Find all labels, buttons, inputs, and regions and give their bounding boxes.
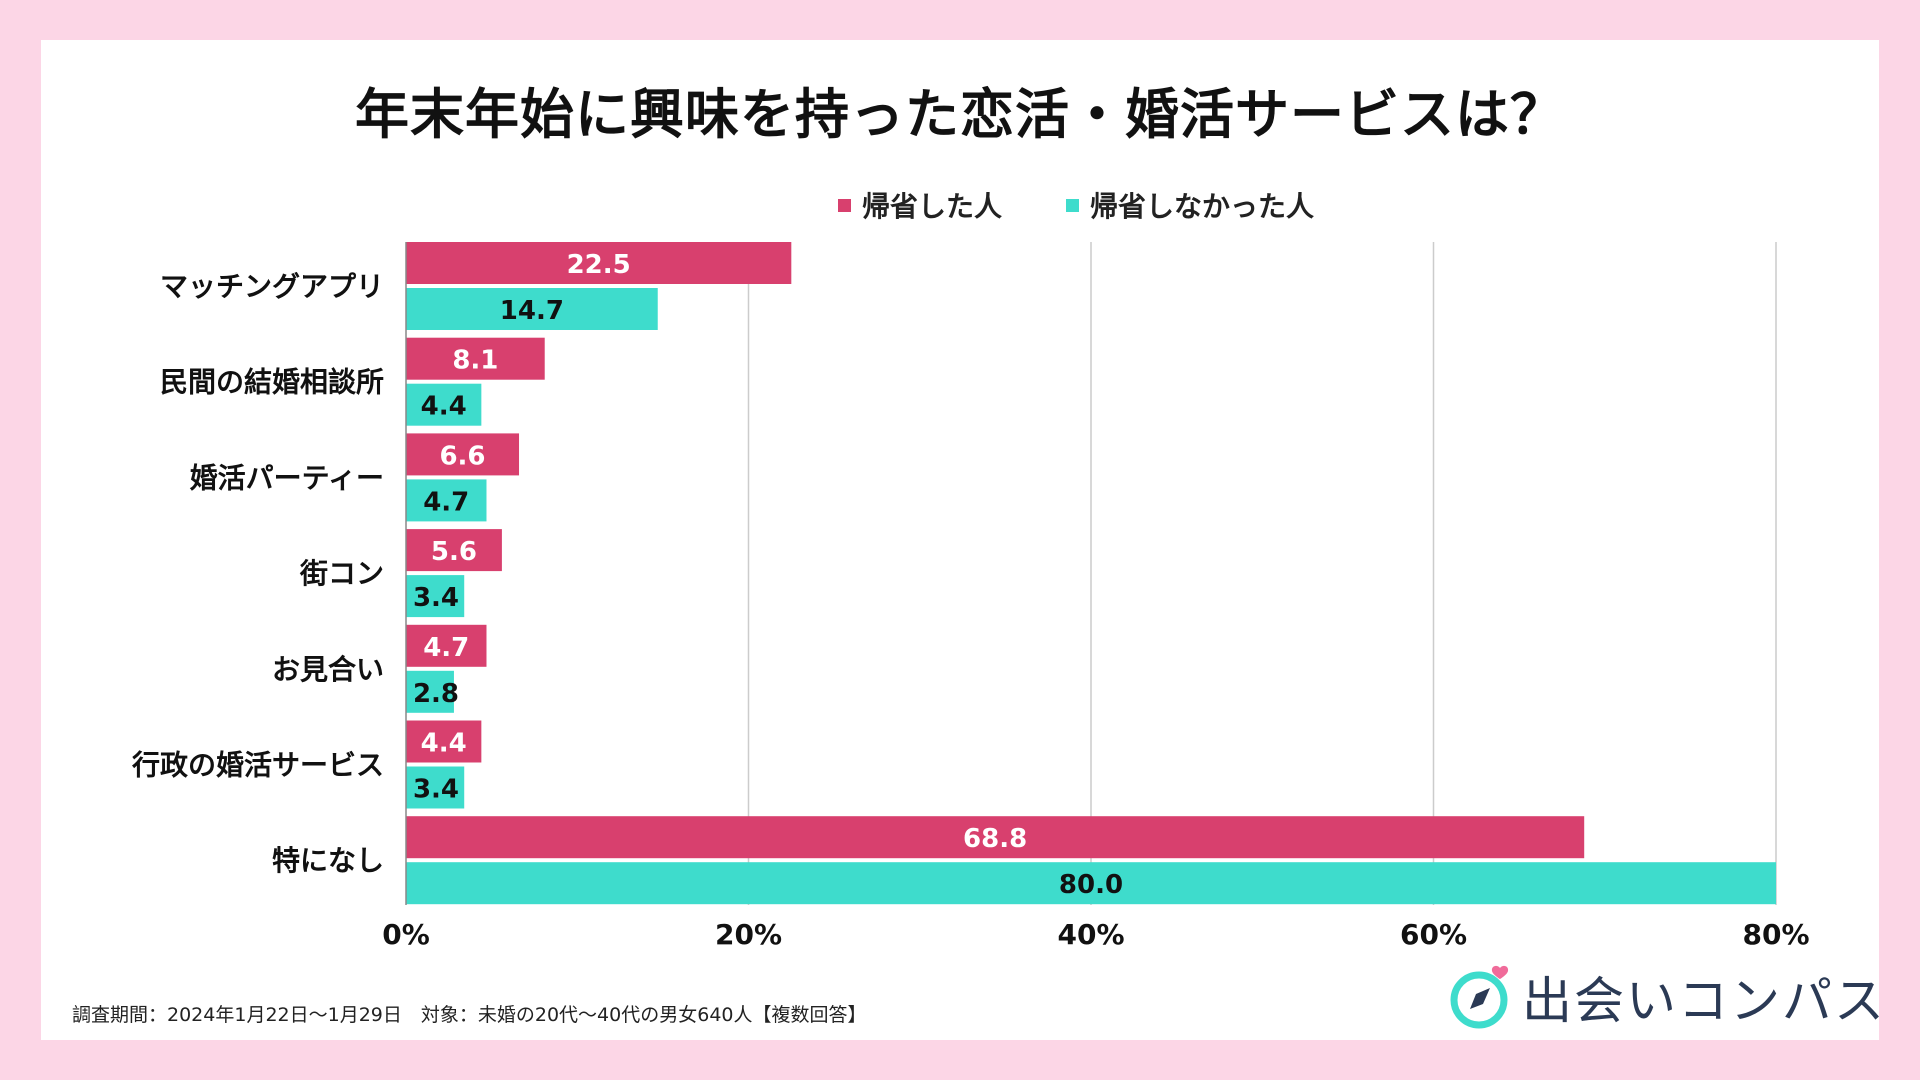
bar-series-2 (406, 479, 487, 522)
bar-series-2 (406, 766, 465, 809)
data-label-series-1: 68.8 (963, 824, 1027, 854)
chart-title: 年末年始に興味を持った恋活・婚活サービスは？ (355, 83, 1565, 146)
data-label-series-2: 4.4 (421, 392, 467, 422)
category-label: 民間の結婚相談所 (160, 366, 384, 399)
x-tick-label: 80% (1742, 918, 1809, 951)
bar-series-1 (406, 337, 545, 380)
bar-series-2 (406, 862, 1776, 905)
x-tick-label: 20% (715, 918, 782, 951)
data-label-series-1: 4.4 (421, 729, 467, 759)
bar-series-1 (406, 624, 487, 667)
data-label-series-2: 3.4 (413, 583, 459, 613)
x-tick-label: 40% (1057, 918, 1124, 951)
survey-footnote: 調査期間：2024年1月22日〜1月29日 対象：未婚の20代〜40代の男女64… (72, 1004, 867, 1026)
bar-series-1 (406, 529, 502, 572)
legend-label-series-2: 帰省しなかった人 (1090, 190, 1314, 223)
brand-logo: 出会いコンパス (1446, 962, 1886, 1032)
bar-series-1 (406, 816, 1585, 859)
category-label: 街コン (299, 557, 384, 590)
compass-heart-icon (1450, 965, 1509, 1029)
bar-series-1 (406, 720, 482, 763)
legend-swatch-series-2 (1066, 199, 1079, 212)
category-label: お見合い (272, 653, 384, 686)
category-label: 婚活パーティー (190, 461, 384, 494)
bar-series-2 (406, 670, 454, 713)
data-label-series-2: 2.8 (413, 679, 459, 709)
bar-series-2 (406, 575, 465, 618)
logo-text: 出会いコンパス (1522, 972, 1886, 1030)
data-label-series-2: 14.7 (500, 296, 564, 326)
data-label-series-2: 3.4 (413, 775, 459, 805)
bar-series-1 (406, 242, 792, 284)
bar-series-2 (406, 383, 482, 426)
data-label-series-2: 4.7 (423, 487, 469, 517)
x-tick-label: 0% (382, 918, 430, 951)
data-label-series-1: 5.6 (431, 537, 477, 567)
category-label: マッチングアプリ (160, 270, 384, 303)
category-label: 行政の婚活サービス (131, 749, 384, 782)
data-label-series-1: 22.5 (567, 250, 631, 280)
category-label: 特になし (272, 844, 384, 877)
legend-label-series-1: 帰省した人 (862, 190, 1002, 223)
x-tick-label: 60% (1400, 918, 1467, 951)
legend-swatch-series-1 (838, 199, 851, 212)
data-label-series-2: 80.0 (1059, 870, 1123, 900)
data-label-series-1: 4.7 (423, 633, 469, 663)
bar-series-1 (406, 433, 520, 476)
bar-series-2 (406, 288, 658, 330)
data-label-series-1: 8.1 (452, 346, 498, 376)
data-label-series-1: 6.6 (439, 441, 485, 471)
